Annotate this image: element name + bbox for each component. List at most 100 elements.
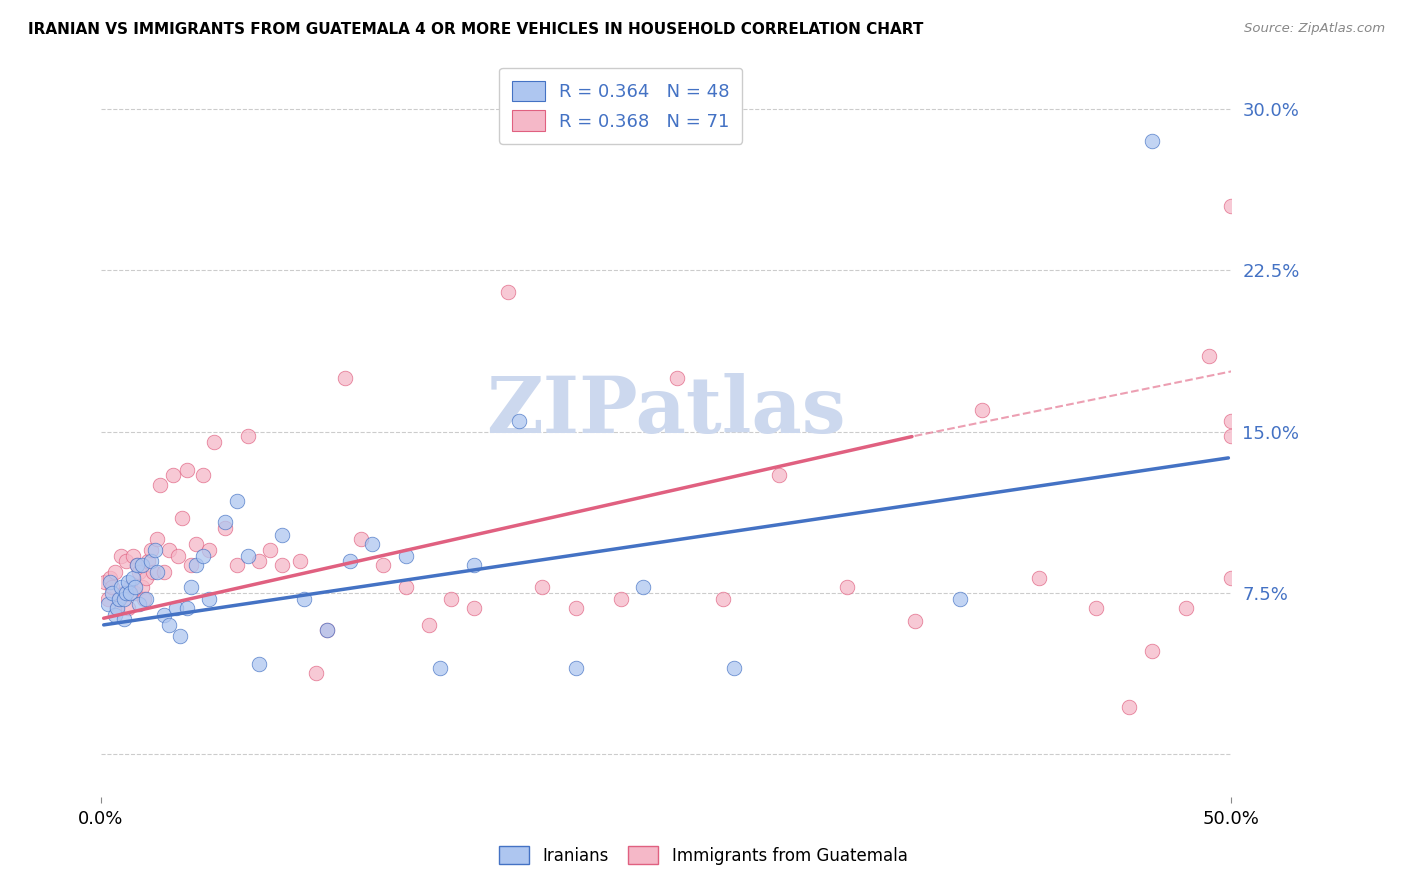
Point <box>236 429 259 443</box>
Point <box>108 592 131 607</box>
Point <box>292 592 315 607</box>
Point <box>1220 199 1243 213</box>
Point <box>172 510 194 524</box>
Point <box>191 467 214 482</box>
Text: IRANIAN VS IMMIGRANTS FROM GUATEMALA 4 OR MORE VEHICLES IN HOUSEHOLD CORRELATION: IRANIAN VS IMMIGRANTS FROM GUATEMALA 4 O… <box>28 22 924 37</box>
Point <box>110 580 132 594</box>
Point <box>157 543 180 558</box>
Point <box>101 580 124 594</box>
Point <box>270 558 292 572</box>
Point <box>131 558 153 572</box>
Point <box>165 601 187 615</box>
Point <box>530 580 553 594</box>
Point <box>259 543 281 558</box>
Point <box>103 607 125 622</box>
Point <box>184 558 207 572</box>
Point <box>110 549 132 564</box>
Point <box>114 586 136 600</box>
Point <box>198 592 221 607</box>
Point <box>633 580 655 594</box>
Point <box>711 592 734 607</box>
Point <box>835 580 858 594</box>
Point <box>143 543 166 558</box>
Point <box>146 533 169 547</box>
Point <box>117 601 139 615</box>
Point <box>146 565 169 579</box>
Point <box>316 623 339 637</box>
Point <box>361 536 384 550</box>
Point <box>214 521 236 535</box>
Point <box>105 601 128 615</box>
Point <box>121 549 143 564</box>
Point <box>94 575 117 590</box>
Point <box>120 580 142 594</box>
Point <box>247 657 270 671</box>
Text: ZIPatlas: ZIPatlas <box>486 374 846 450</box>
Point <box>1118 700 1140 714</box>
Point <box>98 575 121 590</box>
Point <box>429 661 451 675</box>
Point <box>768 467 790 482</box>
Point <box>135 592 157 607</box>
Point <box>1084 601 1107 615</box>
Point <box>180 558 202 572</box>
Point <box>139 543 162 558</box>
Point <box>1220 429 1243 443</box>
Point <box>153 565 176 579</box>
Point <box>98 571 121 585</box>
Point <box>108 592 131 607</box>
Point <box>666 371 689 385</box>
Point <box>1140 134 1163 148</box>
Point <box>120 586 142 600</box>
Point <box>139 554 162 568</box>
Point <box>97 592 120 607</box>
Point <box>1140 644 1163 658</box>
Point <box>162 467 184 482</box>
Legend: Iranians, Immigrants from Guatemala: Iranians, Immigrants from Guatemala <box>491 838 915 873</box>
Point <box>112 592 135 607</box>
Point <box>117 575 139 590</box>
Point <box>124 586 146 600</box>
Point <box>149 478 172 492</box>
Point <box>184 536 207 550</box>
Point <box>247 554 270 568</box>
Point <box>124 580 146 594</box>
Point <box>508 414 530 428</box>
Point <box>176 601 198 615</box>
Point <box>723 661 745 675</box>
Point <box>1198 350 1220 364</box>
Point <box>610 592 633 607</box>
Point <box>166 549 188 564</box>
Point <box>288 554 311 568</box>
Legend: R = 0.364   N = 48, R = 0.368   N = 71: R = 0.364 N = 48, R = 0.368 N = 71 <box>499 68 742 144</box>
Point <box>270 528 292 542</box>
Point <box>333 371 356 385</box>
Text: Source: ZipAtlas.com: Source: ZipAtlas.com <box>1244 22 1385 36</box>
Point <box>97 597 120 611</box>
Point <box>180 580 202 594</box>
Point <box>112 612 135 626</box>
Point <box>373 558 395 572</box>
Point <box>395 549 418 564</box>
Point <box>972 403 994 417</box>
Point <box>949 592 972 607</box>
Point <box>904 614 927 628</box>
Point <box>127 558 149 572</box>
Point <box>463 601 485 615</box>
Point <box>214 515 236 529</box>
Point <box>135 571 157 585</box>
Point <box>225 558 247 572</box>
Point <box>128 565 150 579</box>
Point <box>176 463 198 477</box>
Point <box>127 558 149 572</box>
Point <box>169 629 191 643</box>
Point <box>103 565 125 579</box>
Point <box>395 580 418 594</box>
Point <box>316 623 339 637</box>
Point <box>1220 571 1243 585</box>
Point <box>131 580 153 594</box>
Point <box>339 554 361 568</box>
Point <box>350 533 373 547</box>
Point <box>114 554 136 568</box>
Point <box>564 601 586 615</box>
